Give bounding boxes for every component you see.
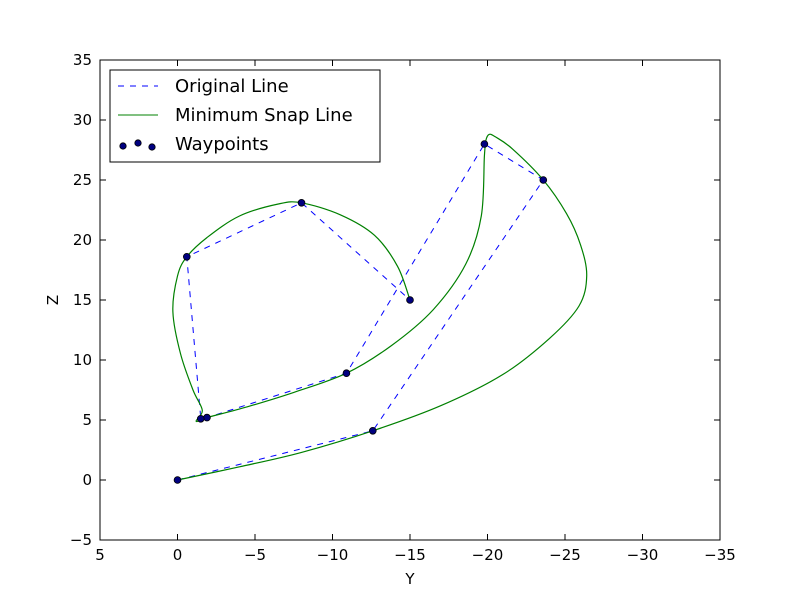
legend: Original Line Minimum Snap Line Waypoint… xyxy=(109,69,381,163)
waypoint-marker xyxy=(203,413,211,422)
waypoint-marker xyxy=(297,199,306,207)
y-axis-label: Z xyxy=(44,295,62,305)
series-layer xyxy=(172,133,588,484)
legend-waypoint-marker xyxy=(134,139,142,147)
y-tick-label: 30 xyxy=(73,111,92,129)
waypoint-marker xyxy=(368,426,377,435)
waypoint-marker xyxy=(539,176,548,184)
y-tick-label: 10 xyxy=(73,351,92,369)
x-tick-label: −15 xyxy=(394,546,426,564)
x-axis-label: Y xyxy=(404,570,415,588)
x-tick-label: −5 xyxy=(244,546,266,564)
x-tick-label: −25 xyxy=(549,546,581,564)
legend-waypoint-marker xyxy=(148,143,156,151)
y-tick-label: 0 xyxy=(82,471,92,489)
x-tick-label: −35 xyxy=(704,546,736,564)
waypoint-marker xyxy=(173,476,182,484)
x-tick-label: −20 xyxy=(472,546,504,564)
minimum-snap-line-series xyxy=(172,133,588,481)
legend-original-line-label: Original Line xyxy=(175,76,289,97)
legend-waypoint-marker xyxy=(119,142,127,150)
waypoint-marker xyxy=(183,252,191,261)
legend-min-snap-label: Minimum Snap Line xyxy=(175,105,353,126)
y-tick-label: 25 xyxy=(73,171,92,189)
waypoint-marker xyxy=(480,140,489,148)
original-line-series xyxy=(177,143,545,481)
y-tick-label: 5 xyxy=(82,411,92,429)
waypoint-marker xyxy=(196,414,205,423)
waypoint-marker xyxy=(342,369,351,378)
y-tick-label: 35 xyxy=(73,51,92,69)
tick-layer: 5 0 −5 −10 −15 −20 −25 −30 −35 −5 0 5 10 15 20 25 30 35 xyxy=(70,51,736,564)
x-tick-label: −30 xyxy=(627,546,659,564)
y-tick-label: 15 xyxy=(73,291,92,309)
x-tick-label: 0 xyxy=(173,546,183,564)
x-tick-label: −10 xyxy=(317,546,349,564)
waypoint-marker xyxy=(406,296,414,304)
x-tick-label: 5 xyxy=(95,546,105,564)
y-tick-label: 20 xyxy=(73,231,92,249)
y-tick-label: −5 xyxy=(70,531,92,549)
legend-waypoints-label: Waypoints xyxy=(175,134,269,155)
